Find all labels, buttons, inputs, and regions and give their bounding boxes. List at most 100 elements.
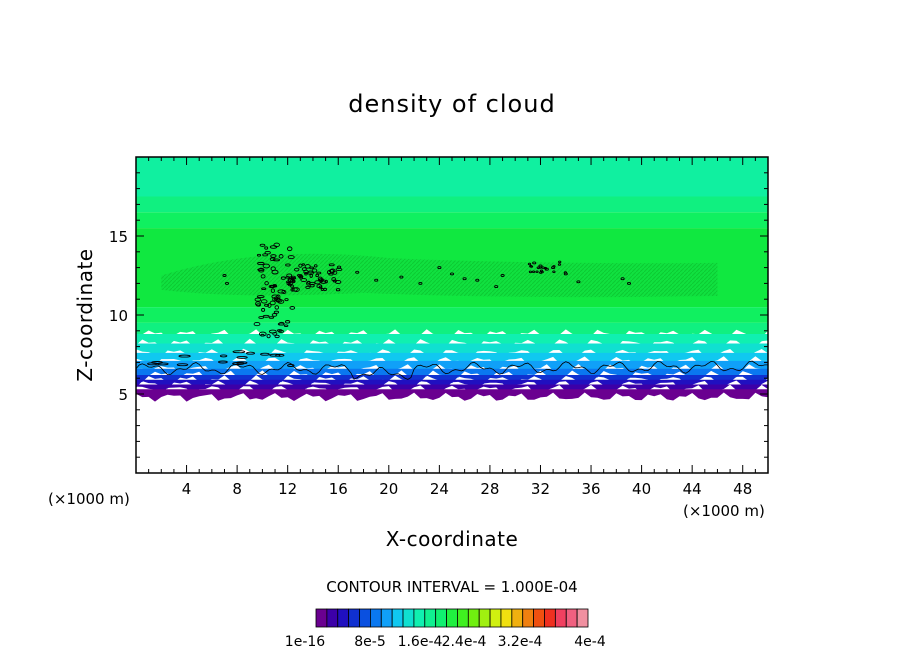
- contour-blob: [294, 267, 300, 272]
- y-axis-label: Z-coordinate: [73, 248, 97, 381]
- contour-blob: [334, 280, 342, 284]
- contour-blob: [271, 313, 278, 317]
- colorbar-swatch: [511, 608, 524, 628]
- colorbar-swatch: [533, 608, 545, 628]
- contour-blob: [299, 275, 303, 280]
- contour-blob: [535, 270, 539, 274]
- x-axis-ticks: 4 8 12 16 20 24 28 32 36 40 44 48: [148, 157, 756, 498]
- colorbar-swatch: [544, 608, 556, 628]
- x-tick-label: 40: [632, 480, 651, 498]
- contour-blob: [557, 263, 562, 266]
- contour-blob: [264, 303, 270, 307]
- colorbar-swatch: [500, 608, 513, 628]
- contour-blob: [311, 268, 318, 273]
- contour-blob: [296, 274, 303, 277]
- x-tick-label: 48: [733, 480, 752, 498]
- contour-blob: [260, 352, 270, 356]
- contour-blob: [277, 289, 285, 294]
- x-tick-label: 16: [329, 480, 348, 498]
- contour-blob: [320, 280, 327, 284]
- contour-blob: [306, 281, 311, 286]
- contour-blob: [245, 351, 256, 355]
- contour-blob: [260, 333, 265, 337]
- contour-blob: [300, 277, 307, 283]
- contour-blob: [558, 260, 562, 264]
- contour-blob: [301, 263, 305, 266]
- contour-blob: [288, 281, 294, 286]
- contour-blob: [266, 333, 271, 339]
- contour-blob: [462, 277, 467, 281]
- contour-blob: [332, 270, 338, 275]
- colorbar-label: 4e-4: [574, 634, 606, 650]
- y-tick-label: 5: [118, 386, 128, 404]
- contour-blob: [289, 306, 296, 310]
- contour-blob: [275, 353, 285, 357]
- y-tick-label: 10: [109, 307, 128, 325]
- contour-blob: [256, 253, 262, 257]
- contour-blob: [531, 270, 536, 274]
- contour-blob: [258, 316, 265, 319]
- colorbar-swatch: [576, 608, 589, 628]
- field-band: [136, 375, 768, 385]
- colorbar-swatch: [413, 608, 426, 628]
- colorbar-swatch: [380, 608, 393, 628]
- contour-blob: [399, 275, 404, 279]
- contour-blob: [287, 364, 295, 367]
- contour-blob: [264, 250, 271, 255]
- colorbar-swatch: [337, 608, 350, 628]
- contour-blob: [323, 287, 327, 292]
- contour-blob: [314, 280, 321, 285]
- contour-blob: [261, 307, 266, 312]
- contour-blob: [254, 297, 262, 302]
- contour-blob: [281, 289, 287, 295]
- field-band: [136, 322, 768, 338]
- contour-blob: [318, 285, 323, 289]
- contour-blob: [529, 265, 533, 268]
- contour-blob: [418, 281, 423, 285]
- x-axis-unit-left: (×1000 m): [48, 490, 130, 508]
- y-tick-label: 15: [109, 228, 128, 246]
- contour-blob: [278, 254, 284, 259]
- field-band: [136, 389, 768, 402]
- colorbar-swatch: [315, 608, 328, 628]
- colorbar-swatch: [446, 608, 458, 628]
- contour-blob: [268, 316, 275, 319]
- contour-blob: [283, 324, 289, 327]
- field-band: [136, 307, 768, 323]
- contour-blob: [219, 354, 228, 358]
- contour-blob: [620, 277, 625, 281]
- contour-blob: [269, 300, 276, 306]
- contour-blob: [539, 271, 543, 274]
- colorbar-swatch: [435, 608, 447, 628]
- contour-blob: [475, 278, 480, 282]
- contour-blob: [262, 314, 270, 318]
- colorbar-swatch: [326, 608, 339, 628]
- colorbar-swatch: [489, 608, 502, 628]
- colorbar-label: 1.6e-4: [398, 634, 443, 650]
- contour-blob: [274, 334, 280, 339]
- x-axis-label: X-coordinate: [386, 527, 519, 551]
- contour-blob: [258, 267, 265, 273]
- colorbar-label: 3.2e-4: [498, 634, 543, 650]
- colorbar-swatch: [554, 608, 567, 628]
- x-tick-label: 36: [581, 480, 600, 498]
- contour-blob: [232, 350, 246, 354]
- field-band: [136, 212, 768, 229]
- contour-blob: [527, 262, 532, 266]
- contour-blob: [268, 329, 277, 334]
- contour-blob: [291, 279, 296, 284]
- contour-blob: [271, 269, 279, 275]
- contour-cloud-base: [136, 360, 768, 380]
- colorbar-swatch: [348, 608, 360, 628]
- field-band: [136, 157, 768, 197]
- contour-lines: [136, 242, 768, 380]
- contour-blob: [273, 296, 279, 302]
- contour-blob: [374, 278, 379, 282]
- contour-blob: [309, 266, 315, 270]
- field-band: [136, 368, 768, 380]
- colorbar-swatch: [424, 608, 437, 628]
- contour-blob: [541, 266, 545, 269]
- contour-blob: [253, 322, 261, 327]
- contour-blob: [305, 285, 311, 289]
